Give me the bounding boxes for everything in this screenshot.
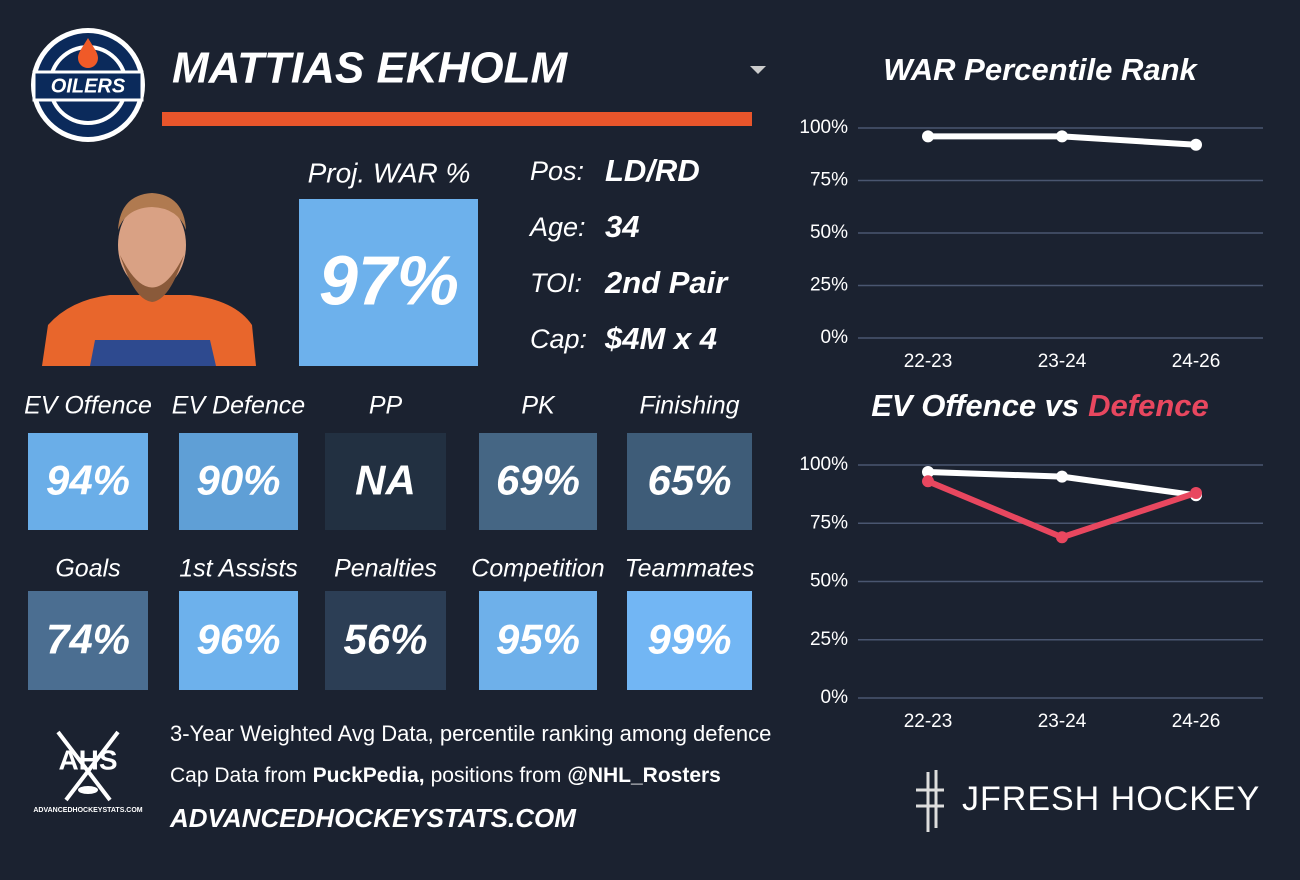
tile-value: 99%	[647, 616, 731, 663]
chart-title-part: Defence	[1088, 388, 1209, 423]
x-tick-label: 23-24	[1038, 351, 1087, 372]
tile-label: Goals	[55, 555, 120, 583]
tile-box	[479, 591, 597, 690]
ahs-logo-text: AHS	[58, 744, 117, 775]
info-value: LD/RD	[605, 153, 700, 188]
info-label: TOI:	[530, 268, 582, 298]
info-value: 2nd Pair	[604, 265, 729, 300]
tile-value: 94%	[46, 457, 130, 504]
tile-value: 69%	[496, 457, 580, 504]
y-tick-label: 75%	[810, 512, 848, 533]
tile-box	[325, 591, 446, 690]
info-value: 34	[605, 209, 639, 244]
y-tick-label: 0%	[821, 327, 849, 348]
info-label: Age:	[528, 212, 586, 242]
tile-box	[179, 433, 298, 530]
proj-label: Proj. WAR %	[308, 157, 471, 188]
team-logo-text: OILERS	[51, 75, 126, 97]
tile-label: Finishing	[639, 392, 739, 420]
tile-value: 56%	[343, 616, 427, 663]
footer-note: 3-Year Weighted Avg Data, percentile ran…	[170, 721, 771, 746]
tile-box	[479, 433, 597, 530]
dropdown-arrow[interactable]	[750, 66, 766, 74]
tile-value: 95%	[496, 616, 580, 663]
team-logo: OILERS	[31, 28, 145, 142]
y-tick-label: 25%	[810, 629, 848, 650]
info-value: $4M x 4	[604, 321, 717, 356]
x-tick-label: 22-23	[904, 351, 953, 372]
info-label: Cap:	[530, 324, 587, 354]
player-name: MATTIAS EKHOLM	[172, 44, 568, 93]
brand-name: JFRESH HOCKEY	[962, 780, 1260, 818]
tile-box	[325, 433, 446, 530]
tile-label: EV Defence	[172, 392, 305, 420]
tile-label: EV Offence	[24, 392, 152, 420]
tile-label: 1st Assists	[179, 555, 298, 583]
ahs-logo: AHS ADVANCEDHOCKEYSTATS.COM	[33, 730, 143, 814]
tile-box	[28, 433, 148, 530]
info-label: Pos:	[530, 156, 584, 186]
x-tick-label: 24-26	[1172, 711, 1221, 732]
y-tick-label: 50%	[810, 222, 848, 243]
proj-box	[299, 199, 478, 366]
credit-part: Cap Data from	[170, 764, 307, 787]
chart-title: WAR Percentile Rank	[883, 52, 1198, 87]
series-point	[1190, 486, 1202, 499]
credit-part: PuckPedia,	[313, 764, 425, 787]
series-point	[1056, 130, 1068, 143]
tile-label: Teammates	[625, 555, 755, 583]
brand-logo	[916, 770, 944, 832]
series-point	[922, 475, 934, 488]
tile-value: 65%	[647, 457, 731, 504]
ahs-logo-caption: ADVANCEDHOCKEYSTATS.COM	[33, 807, 142, 814]
x-tick-label: 22-23	[904, 711, 953, 732]
series-point	[922, 130, 934, 143]
accent-bar	[162, 112, 752, 126]
y-tick-label: 25%	[810, 275, 848, 296]
y-tick-label: 50%	[810, 571, 848, 592]
series-point	[1056, 531, 1068, 544]
tile-box	[28, 591, 148, 690]
chart-title-part: EV Offence vs	[871, 388, 1079, 423]
x-tick-label: 24-26	[1172, 351, 1221, 372]
y-tick-label: 100%	[799, 454, 848, 475]
tile-box	[179, 591, 298, 690]
chart-title: EV Offence vs Defence	[871, 388, 1209, 423]
tile-label: Penalties	[334, 555, 437, 583]
tile-value: 74%	[46, 616, 130, 663]
tile-label: Competition	[471, 555, 604, 583]
y-tick-label: 0%	[821, 687, 849, 708]
footer-site: ADVANCEDHOCKEYSTATS.COM	[169, 803, 577, 833]
footer-credits: Cap Data from PuckPedia, positions from @NH…	[170, 764, 721, 787]
player-photo	[42, 193, 256, 366]
tile-label: PP	[369, 392, 403, 420]
tile-label: PK	[521, 392, 556, 420]
series-point	[1190, 138, 1202, 151]
series-point	[922, 465, 934, 478]
tile-value: NA	[355, 457, 416, 504]
tile-box	[627, 433, 752, 530]
tile-box	[627, 591, 752, 690]
tile-value: 90%	[196, 457, 280, 504]
tile-value: 96%	[196, 616, 280, 663]
series-point	[1056, 470, 1068, 483]
x-tick-label: 23-24	[1038, 711, 1087, 732]
credit-part: @NHL_Rosters	[567, 764, 721, 787]
y-tick-label: 75%	[810, 170, 848, 191]
y-tick-label: 100%	[799, 117, 848, 138]
credit-part: positions from	[431, 764, 562, 787]
proj-value: 97%	[319, 241, 459, 319]
